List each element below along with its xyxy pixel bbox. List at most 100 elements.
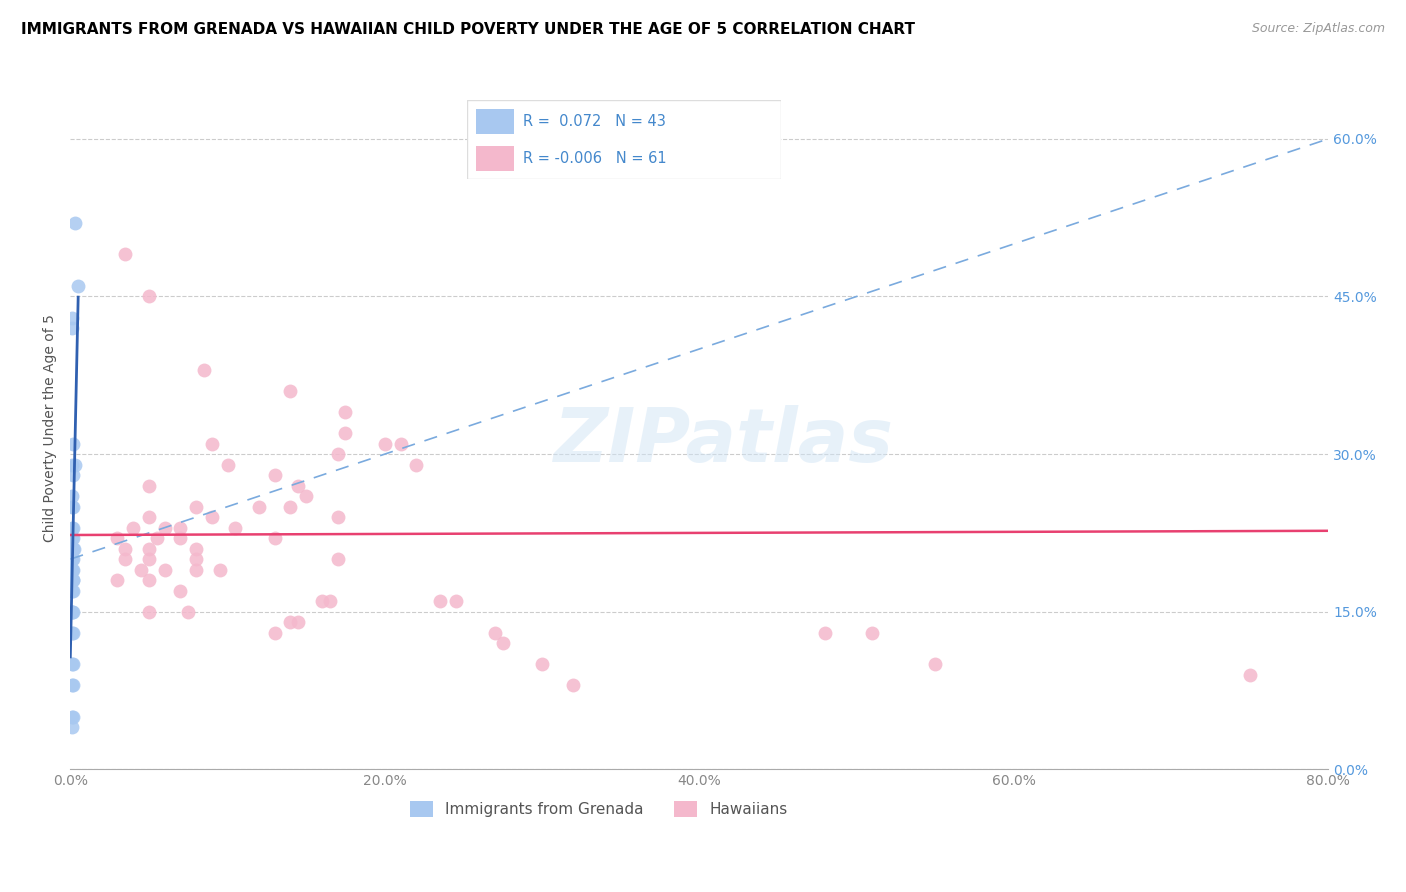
Point xyxy=(177,605,200,619)
Point xyxy=(63,541,86,556)
Legend: Immigrants from Grenada, Hawaiians: Immigrants from Grenada, Hawaiians xyxy=(404,795,793,823)
Point xyxy=(860,625,883,640)
Point xyxy=(62,436,84,450)
Point xyxy=(60,310,83,325)
Point xyxy=(295,489,318,503)
Point xyxy=(184,541,207,556)
Point xyxy=(62,710,84,724)
Point xyxy=(263,625,285,640)
Point xyxy=(60,521,83,535)
Point xyxy=(169,583,191,598)
Point xyxy=(107,531,129,545)
Point xyxy=(193,363,215,377)
Point xyxy=(814,625,837,640)
Point xyxy=(280,500,302,514)
Point xyxy=(138,289,160,303)
Point xyxy=(60,678,83,692)
Point xyxy=(280,384,302,398)
Point xyxy=(60,541,83,556)
Y-axis label: Child Poverty Under the Age of 5: Child Poverty Under the Age of 5 xyxy=(44,314,58,541)
Point xyxy=(484,625,506,640)
Point xyxy=(60,605,83,619)
Point xyxy=(138,510,160,524)
Point xyxy=(280,615,302,630)
Point xyxy=(60,710,83,724)
Point xyxy=(326,552,349,566)
Point xyxy=(201,510,224,524)
Point xyxy=(201,436,224,450)
Point xyxy=(62,541,84,556)
Point xyxy=(924,657,946,672)
Point xyxy=(114,541,136,556)
Point xyxy=(60,531,83,545)
Point xyxy=(169,521,191,535)
Point xyxy=(311,594,333,608)
Point xyxy=(169,531,191,545)
Point xyxy=(60,625,83,640)
Point xyxy=(60,720,83,734)
Point xyxy=(335,426,357,441)
Point xyxy=(444,594,467,608)
Point xyxy=(62,563,84,577)
Point xyxy=(531,657,554,672)
Point xyxy=(62,521,84,535)
Text: ZIPatlas: ZIPatlas xyxy=(554,405,894,478)
Point xyxy=(60,563,83,577)
Point xyxy=(122,521,145,535)
Point xyxy=(60,552,83,566)
Point xyxy=(389,436,412,450)
Point xyxy=(184,500,207,514)
Point xyxy=(60,563,83,577)
Point xyxy=(263,468,285,483)
Text: IMMIGRANTS FROM GRENADA VS HAWAIIAN CHILD POVERTY UNDER THE AGE OF 5 CORRELATION: IMMIGRANTS FROM GRENADA VS HAWAIIAN CHIL… xyxy=(21,22,915,37)
Point xyxy=(184,563,207,577)
Point xyxy=(62,531,84,545)
Point xyxy=(562,678,585,692)
Point xyxy=(287,478,309,492)
Point xyxy=(62,678,84,692)
Point xyxy=(138,605,160,619)
Point xyxy=(62,583,84,598)
Point xyxy=(62,625,84,640)
Point xyxy=(60,657,83,672)
Point xyxy=(319,594,342,608)
Point xyxy=(129,563,152,577)
Point xyxy=(62,500,84,514)
Point xyxy=(374,436,396,450)
Point xyxy=(405,458,427,472)
Point xyxy=(62,541,84,556)
Point xyxy=(263,531,285,545)
Point xyxy=(326,510,349,524)
Point xyxy=(107,573,129,587)
Point xyxy=(62,552,84,566)
Point xyxy=(138,573,160,587)
Point xyxy=(62,657,84,672)
Point xyxy=(60,573,83,587)
Point xyxy=(217,458,239,472)
Point xyxy=(60,583,83,598)
Point xyxy=(60,500,83,514)
Point xyxy=(62,468,84,483)
Point xyxy=(429,594,451,608)
Point xyxy=(138,552,160,566)
Point xyxy=(114,247,136,261)
Point xyxy=(208,563,231,577)
Point xyxy=(153,563,176,577)
Point xyxy=(184,552,207,566)
Point xyxy=(60,489,83,503)
Point xyxy=(62,573,84,587)
Point xyxy=(138,541,160,556)
Point xyxy=(492,636,515,650)
Point xyxy=(114,552,136,566)
Point xyxy=(60,552,83,566)
Text: Source: ZipAtlas.com: Source: ZipAtlas.com xyxy=(1251,22,1385,36)
Point xyxy=(138,478,160,492)
Point xyxy=(60,321,83,335)
Point xyxy=(146,531,169,545)
Point xyxy=(247,500,270,514)
Point xyxy=(60,605,83,619)
Point xyxy=(63,216,86,230)
Point xyxy=(224,521,246,535)
Point xyxy=(62,573,84,587)
Point xyxy=(62,605,84,619)
